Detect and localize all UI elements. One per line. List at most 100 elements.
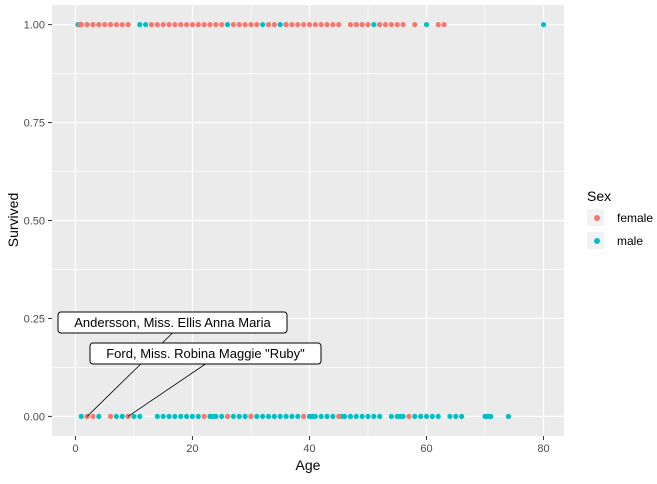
data-point-male — [283, 413, 289, 420]
data-point-female — [224, 413, 231, 420]
data-point-female — [160, 21, 166, 28]
data-point-female — [353, 21, 359, 28]
data-point-male — [312, 413, 318, 420]
data-point-male — [289, 413, 295, 420]
x-tick-label: 60 — [420, 443, 432, 455]
data-point-female — [148, 21, 155, 28]
data-point-male — [183, 413, 190, 420]
data-point-male — [447, 413, 453, 420]
data-point-female — [359, 21, 365, 28]
data-point-female — [347, 21, 354, 28]
data-point-female — [248, 413, 254, 420]
y-tick-label: 0.50 — [24, 216, 45, 228]
data-point-male — [418, 413, 424, 420]
data-point-female — [84, 21, 90, 28]
axes: 0 20 40 60 80 0.00 0.25 0.50 0.75 1.00 — [24, 20, 550, 455]
data-point-male — [330, 413, 336, 420]
data-point-male — [160, 413, 166, 420]
data-point-male — [224, 21, 231, 28]
data-point-female — [289, 21, 295, 28]
data-point-female — [301, 413, 307, 420]
data-point-male — [365, 413, 371, 420]
data-point-female — [119, 21, 125, 28]
data-point-female — [441, 21, 447, 28]
data-point-female — [195, 21, 201, 28]
data-point-female — [189, 21, 196, 28]
data-point-female — [406, 413, 412, 420]
data-point-female — [90, 413, 96, 420]
data-point-male — [143, 21, 149, 28]
data-point-female — [382, 21, 389, 28]
data-point-male — [213, 413, 219, 420]
data-point-male — [172, 413, 178, 420]
data-point-male — [271, 413, 277, 420]
annotation-label: Ford, Miss. Robina Maggie "Ruby" — [106, 346, 305, 361]
data-point-male — [453, 413, 459, 420]
data-point-male — [195, 413, 201, 420]
data-point-male — [219, 413, 225, 420]
data-point-female — [113, 21, 119, 28]
data-point-female — [394, 21, 400, 28]
data-point-female — [248, 21, 254, 28]
data-point-male — [260, 413, 266, 420]
annotation-box — [89, 342, 322, 365]
x-tick-label: 0 — [72, 443, 78, 455]
x-axis-title: Age — [296, 457, 321, 473]
data-point-female — [125, 21, 131, 28]
data-point-female — [435, 21, 441, 28]
data-points — [75, 21, 547, 420]
data-point-male — [295, 413, 301, 420]
data-point-female — [242, 21, 248, 28]
data-point-male — [189, 413, 196, 420]
data-point-female — [107, 413, 114, 420]
data-point-male — [371, 21, 377, 28]
data-point-male — [347, 413, 354, 420]
y-tick-label: 0.75 — [24, 118, 45, 130]
data-point-male — [265, 413, 272, 420]
data-point-female — [213, 21, 219, 28]
data-point-female — [306, 21, 313, 28]
data-point-female — [336, 413, 342, 420]
data-point-male — [260, 21, 266, 28]
x-tick-label: 40 — [303, 443, 315, 455]
data-point-female — [295, 21, 301, 28]
data-point-male — [400, 413, 406, 420]
data-point-male — [371, 413, 377, 420]
data-point-female — [412, 21, 418, 28]
x-tick-label: 20 — [186, 443, 198, 455]
data-point-male — [423, 413, 430, 420]
data-point-female — [336, 21, 342, 28]
data-point-female — [388, 21, 394, 28]
data-point-female — [90, 21, 96, 28]
annotation-box — [57, 311, 288, 334]
data-point-male — [359, 413, 365, 420]
data-point-female — [271, 21, 277, 28]
data-point-female — [330, 21, 336, 28]
data-point-female — [301, 21, 307, 28]
legend: Sex female male — [587, 188, 653, 249]
data-point-male — [459, 413, 465, 420]
data-point-male — [131, 413, 137, 420]
data-point-male — [429, 413, 435, 420]
legend-label-female: female — [617, 211, 653, 225]
data-point-female — [312, 21, 318, 28]
data-point-male — [254, 413, 260, 420]
data-point-female — [324, 21, 330, 28]
data-point-female — [283, 21, 289, 28]
data-point-male — [78, 413, 84, 420]
data-point-female — [207, 21, 213, 28]
annotation-leader-line — [127, 363, 206, 417]
data-point-male — [277, 21, 283, 28]
data-point-male — [96, 413, 102, 420]
data-point-male — [178, 413, 184, 420]
data-point-female — [365, 21, 371, 28]
y-tick-label: 0.25 — [24, 313, 45, 325]
data-point-female — [183, 21, 190, 28]
data-point-male — [377, 413, 383, 420]
data-point-female — [400, 21, 406, 28]
data-point-male — [324, 413, 330, 420]
data-point-male — [505, 413, 512, 420]
data-point-male — [113, 413, 119, 420]
